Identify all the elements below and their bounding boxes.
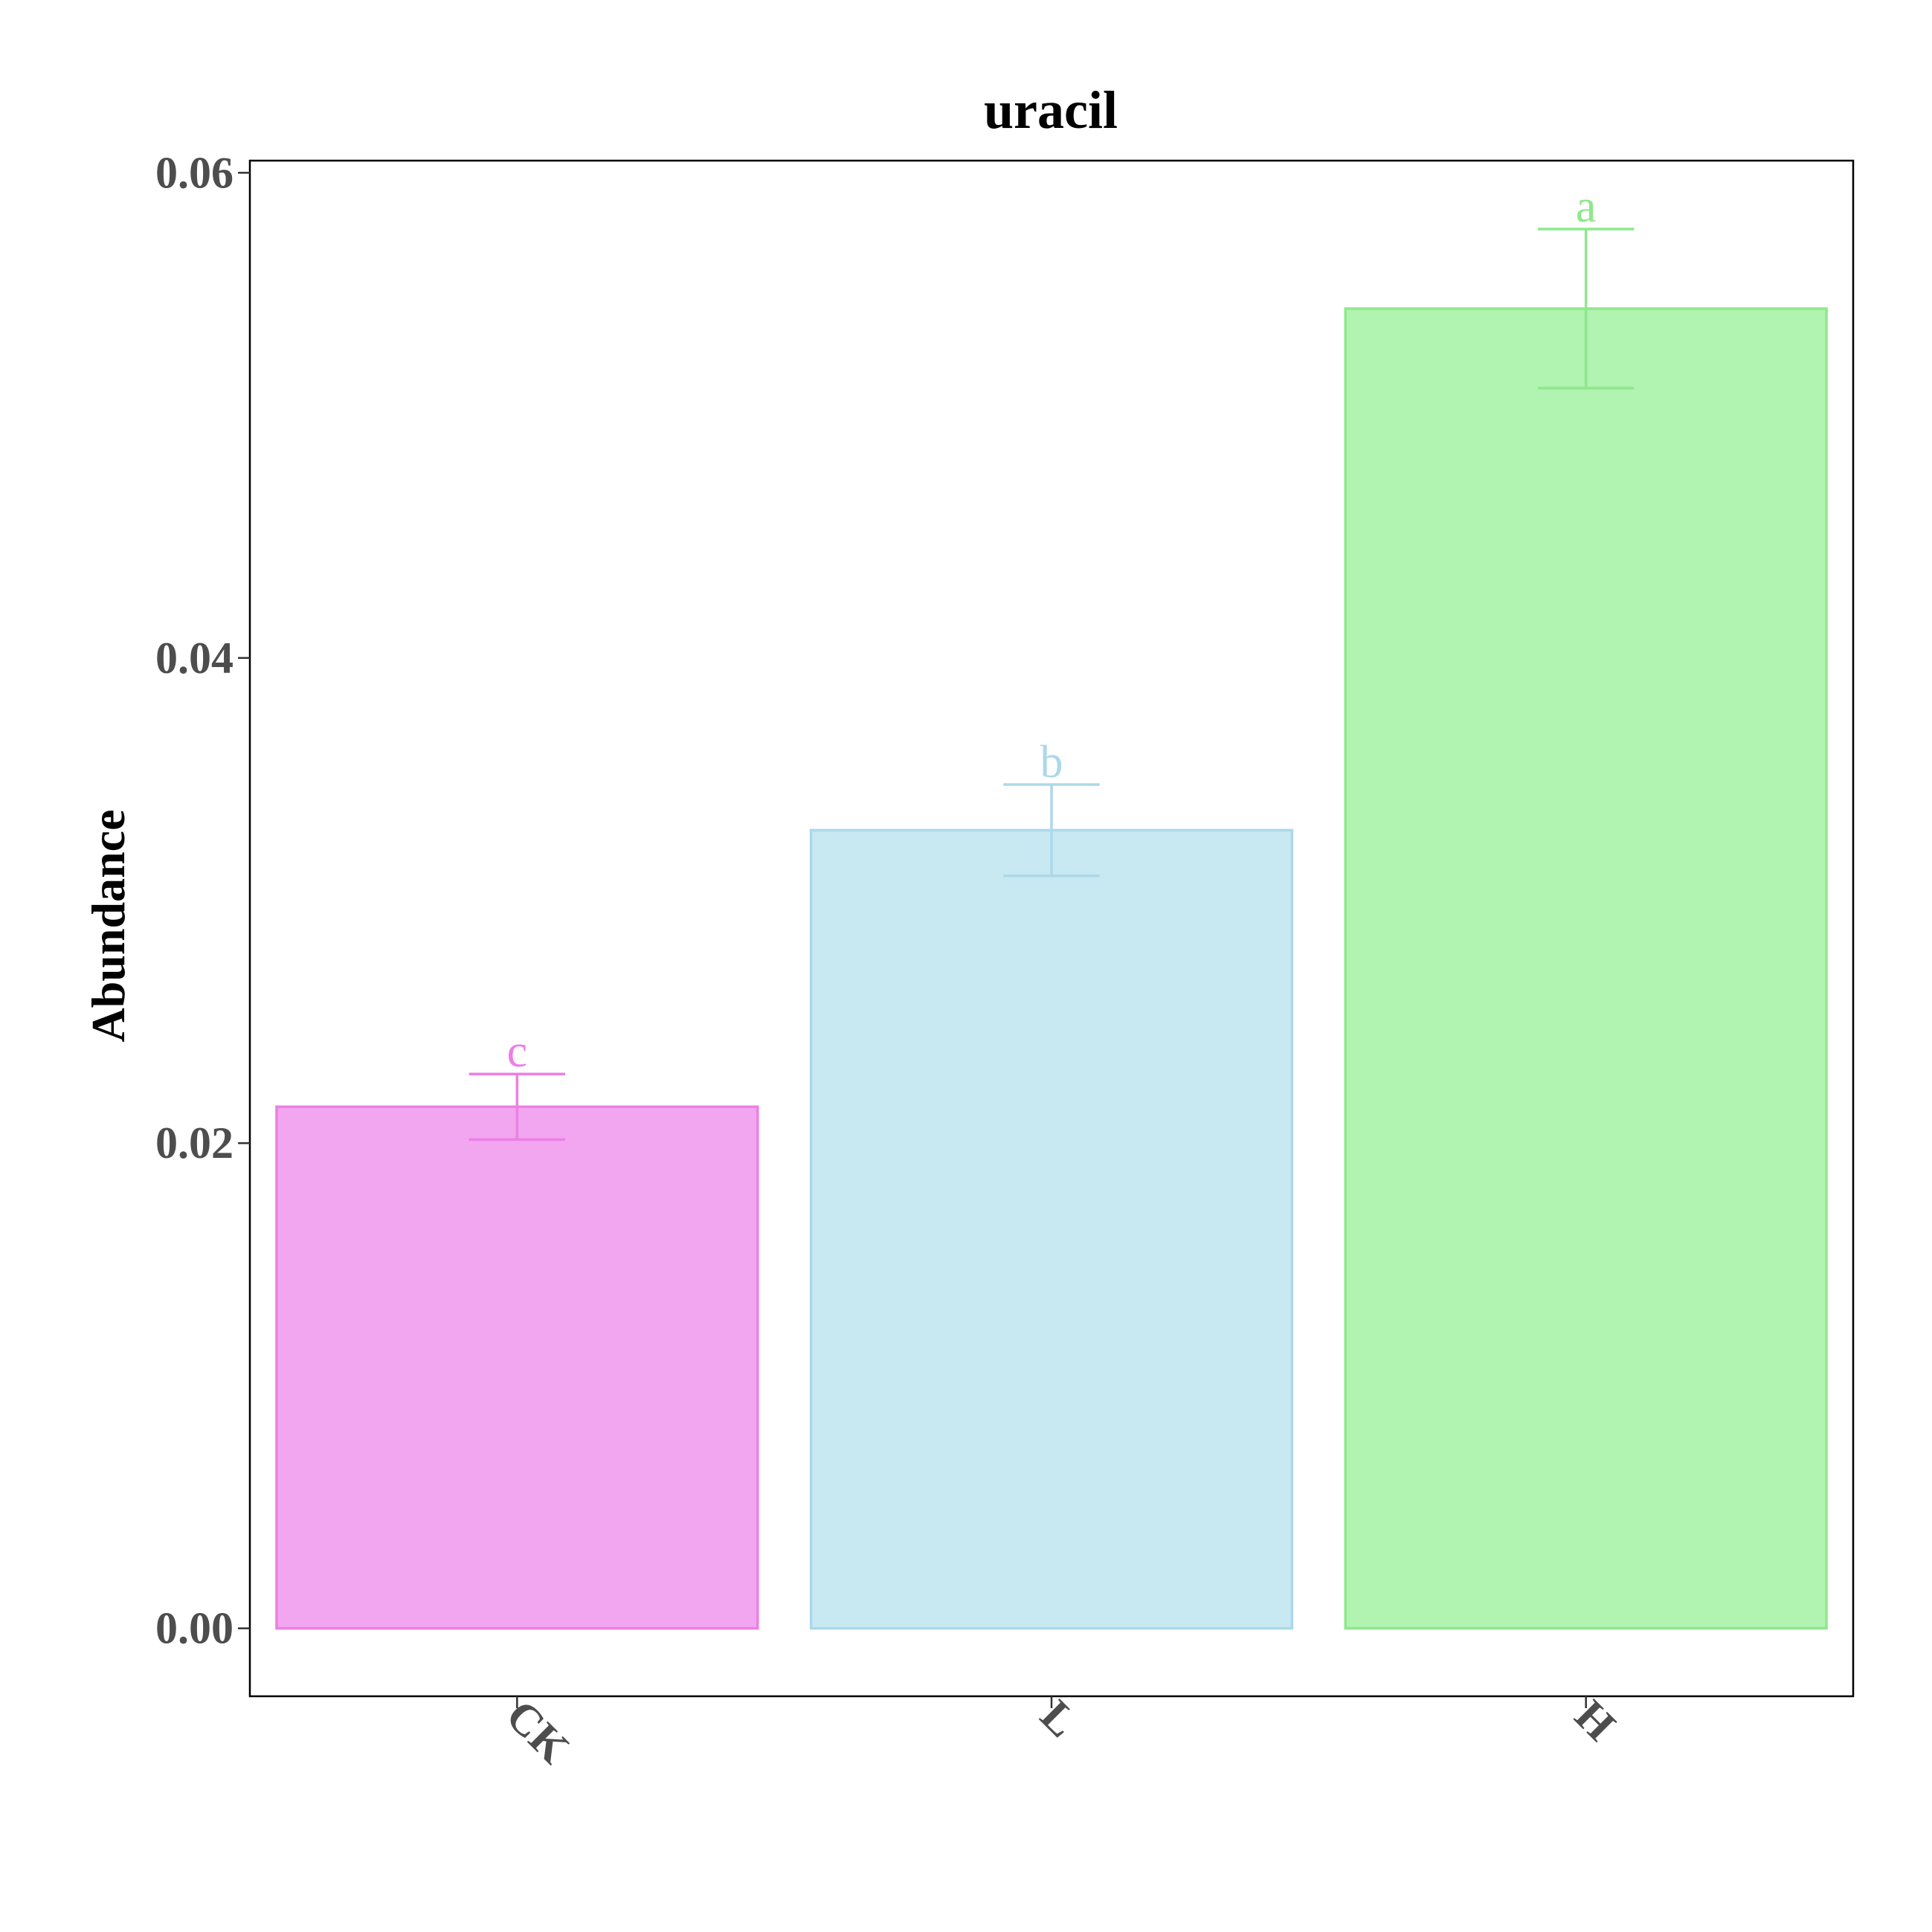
error-bars-group bbox=[468, 228, 1635, 1142]
error-bar-ck bbox=[468, 1072, 566, 1142]
y-axis: 0.00 0.02 0.04 0.06 bbox=[155, 148, 250, 1653]
error-bar-l bbox=[1003, 783, 1100, 878]
y-tick-label-3: 0.06 bbox=[155, 148, 234, 197]
x-axis: CK L H bbox=[497, 1691, 1625, 1774]
x-tick-label-l: L bbox=[1031, 1691, 1087, 1747]
bars-group bbox=[275, 307, 1828, 1630]
x-tick-label-h: H bbox=[1565, 1691, 1625, 1751]
y-tick-label-1: 0.02 bbox=[155, 1118, 234, 1168]
chart-title: uracil bbox=[984, 80, 1118, 140]
error-bar-h bbox=[1537, 228, 1635, 390]
significance-label-ck: c bbox=[507, 1026, 528, 1077]
bar-ck bbox=[275, 1105, 759, 1630]
bar-l bbox=[809, 828, 1294, 1630]
y-tick-label-2: 0.04 bbox=[155, 634, 234, 683]
significance-labels-group: c b a bbox=[507, 181, 1597, 1077]
bar-h bbox=[1344, 307, 1828, 1630]
significance-label-h: a bbox=[1576, 181, 1597, 232]
y-axis-label: Abundance bbox=[82, 810, 135, 1043]
y-tick-label-0: 0.00 bbox=[155, 1604, 234, 1653]
x-tick-label-ck: CK bbox=[497, 1691, 579, 1774]
significance-label-l: b bbox=[1040, 737, 1063, 788]
